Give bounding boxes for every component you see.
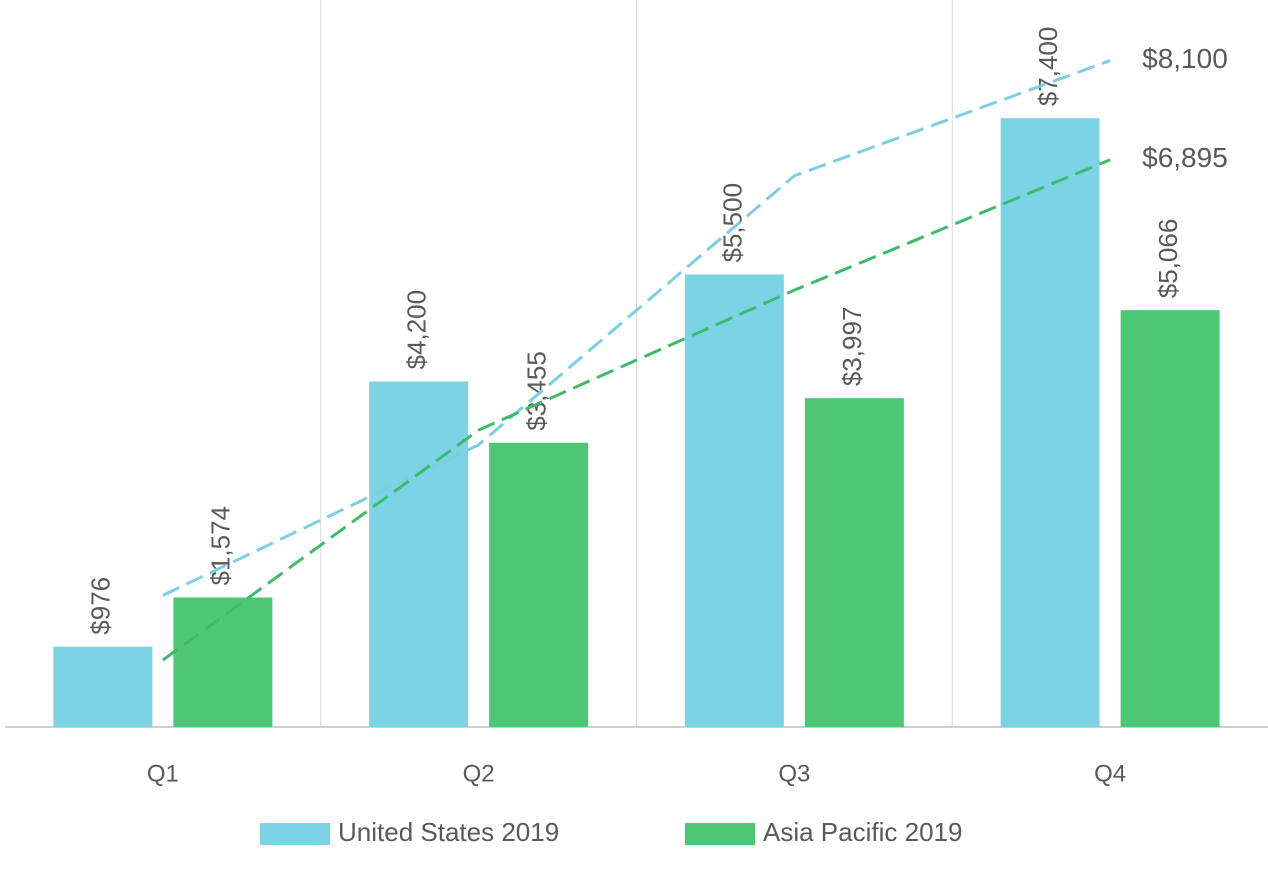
bar: [1120, 310, 1220, 727]
legend-label: Asia Pacific 2019: [763, 817, 962, 847]
bar: [1000, 118, 1100, 727]
bar: [173, 597, 273, 727]
bar: [489, 442, 589, 727]
data-label: $5,500: [717, 183, 747, 263]
trend-line: [162, 59, 1111, 597]
data-label: $3,997: [837, 307, 867, 387]
line-label: $8,100: [1142, 43, 1228, 74]
bar: [369, 381, 469, 727]
x-tick-label: Q3: [778, 760, 810, 787]
legend-label: United States 2019: [338, 817, 559, 847]
legend-swatch: [685, 823, 755, 845]
x-tick-label: Q4: [1094, 760, 1126, 787]
bar: [53, 646, 153, 727]
x-tick-label: Q2: [463, 760, 495, 787]
line-label: $6,895: [1142, 142, 1228, 173]
data-label: $4,200: [402, 290, 432, 370]
data-label: $3,455: [522, 351, 552, 431]
bar: [804, 398, 904, 727]
x-tick-label: Q1: [147, 760, 179, 787]
trend-line: [161, 158, 1111, 662]
legend-swatch: [260, 823, 330, 845]
bar: [684, 274, 784, 727]
data-label: $5,066: [1153, 219, 1183, 299]
data-label: $976: [86, 577, 116, 635]
data-label: $7,400: [1033, 27, 1063, 107]
